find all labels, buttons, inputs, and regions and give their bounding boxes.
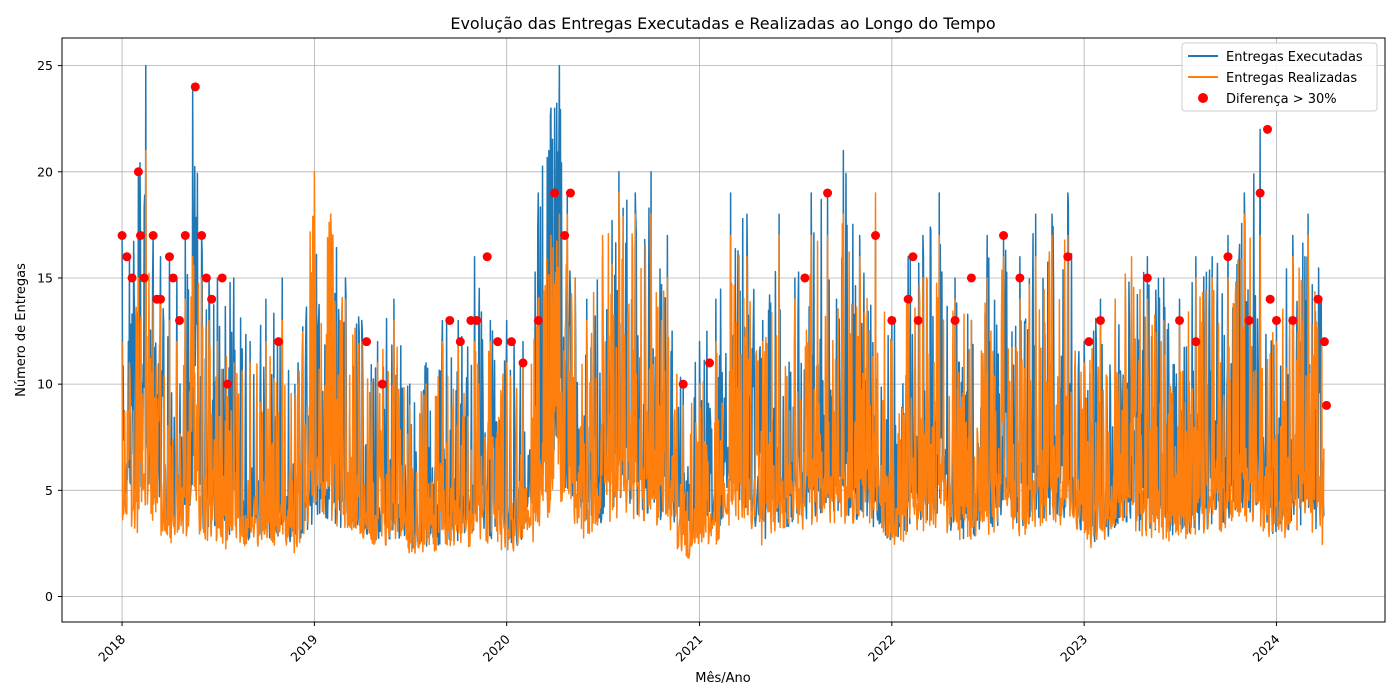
scatter-point xyxy=(565,188,575,198)
scatter-point xyxy=(1244,315,1254,325)
scatter-point xyxy=(1265,294,1275,304)
scatter-point xyxy=(1084,337,1094,347)
scatter-point xyxy=(482,252,492,262)
scatter-point xyxy=(136,230,146,240)
scatter-point xyxy=(174,315,184,325)
y-axis-title: Número de Entregas xyxy=(14,263,29,397)
scatter-point xyxy=(122,252,132,262)
legend: Entregas Executadas Entregas Realizadas … xyxy=(1181,42,1378,112)
scatter-point xyxy=(966,273,976,283)
scatter-point xyxy=(493,337,503,347)
scatter-point xyxy=(887,315,897,325)
scatter-point xyxy=(1175,315,1185,325)
scatter-point xyxy=(139,273,149,283)
scatter-point xyxy=(1015,273,1025,283)
scatter-point xyxy=(1095,315,1105,325)
scatter-point xyxy=(800,273,810,283)
y-tick-label: 15 xyxy=(37,270,53,285)
legend-box xyxy=(1181,42,1378,112)
scatter-point xyxy=(913,315,923,325)
scatter-point xyxy=(1313,294,1323,304)
scatter-point xyxy=(678,379,688,389)
y-tick-label: 0 xyxy=(45,589,53,604)
series-layer xyxy=(121,64,1325,559)
scatter-point xyxy=(871,230,881,240)
scatter-point xyxy=(533,315,543,325)
scatter-point xyxy=(222,379,232,389)
legend-label-diferenca: Diferença > 30% xyxy=(1226,92,1337,107)
y-tick-label: 25 xyxy=(37,58,53,73)
legend-label-realizadas: Entregas Realizadas xyxy=(1226,71,1357,86)
scatter-point xyxy=(133,167,143,177)
plot-frame xyxy=(61,37,1386,623)
y-tick-label: 20 xyxy=(37,164,53,179)
legend-swatch-diferenca xyxy=(1198,93,1208,103)
scatter-point xyxy=(190,82,200,92)
scatter-point xyxy=(274,337,284,347)
y-axis: 0 5 10 15 20 25 xyxy=(37,58,62,604)
legend-label-executadas: Entregas Executadas xyxy=(1226,50,1363,65)
scatter-point xyxy=(362,337,372,347)
scatter-point xyxy=(705,358,715,368)
y-tick-label: 10 xyxy=(37,377,53,392)
scatter-point xyxy=(377,379,387,389)
scatter-point xyxy=(908,252,918,262)
chart-title: Evolução das Entregas Executadas e Reali… xyxy=(450,14,995,33)
scatter-point xyxy=(1288,315,1298,325)
scatter-point xyxy=(1063,252,1073,262)
scatter-point xyxy=(950,315,960,325)
scatter-point xyxy=(1191,337,1201,347)
series-realizadas xyxy=(121,149,1325,559)
scatter-point xyxy=(180,230,190,240)
scatter-point xyxy=(164,252,174,262)
scatter-point xyxy=(156,294,166,304)
scatter-point xyxy=(148,230,158,240)
scatter-point xyxy=(518,358,528,368)
scatter-point xyxy=(550,188,560,198)
y-tick-label: 5 xyxy=(45,483,53,498)
scatter-point xyxy=(1319,337,1329,347)
scatter-point xyxy=(117,230,127,240)
scatter-point xyxy=(506,337,516,347)
scatter-point xyxy=(472,315,482,325)
scatter-point xyxy=(201,273,211,283)
scatter-point xyxy=(168,273,178,283)
scatter-point xyxy=(207,294,217,304)
scatter-point xyxy=(560,230,570,240)
scatter-point xyxy=(197,230,207,240)
scatter-point xyxy=(217,273,227,283)
scatter-point xyxy=(1263,124,1273,134)
scatter-point xyxy=(455,337,465,347)
scatter-point xyxy=(127,273,137,283)
scatter-point xyxy=(1142,273,1152,283)
scatter-point xyxy=(999,230,1009,240)
scatter-point xyxy=(1255,188,1265,198)
series-line xyxy=(121,149,1325,559)
scatter-point xyxy=(445,315,455,325)
x-axis-title: Mês/Ano xyxy=(695,671,750,686)
scatter-point xyxy=(1223,252,1233,262)
scatter-point xyxy=(1322,400,1332,410)
scatter-point xyxy=(903,294,913,304)
scatter-layer xyxy=(117,82,1332,410)
scatter-point xyxy=(1271,315,1281,325)
scatter-point xyxy=(823,188,833,198)
